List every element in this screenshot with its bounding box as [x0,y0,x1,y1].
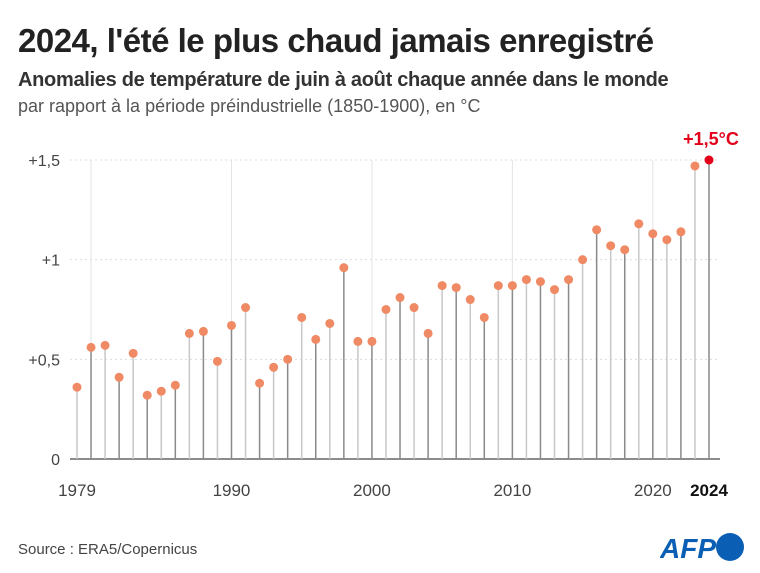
y-tick-label: +1,5 [28,153,60,170]
data-point [156,386,166,396]
data-point [395,293,405,303]
data-point [184,328,194,338]
chart-note: par rapport à la période préindustrielle… [18,96,481,116]
y-tick-label: +1 [42,253,60,270]
data-point [662,235,672,245]
data-point [114,372,124,382]
data-point [676,227,686,237]
data-point [690,161,700,171]
data-point [423,328,433,338]
data-point [451,283,461,293]
data-point [128,348,138,358]
data-point [255,378,265,388]
data-point [297,312,307,322]
svg-text:AFP: AFP [660,533,716,564]
data-point [578,255,588,265]
y-tick-label: +0,5 [28,352,60,369]
data-point [648,229,658,239]
x-tick-label: 2024 [690,481,728,500]
x-tick-label: 2020 [634,481,672,500]
annotation-label: +1,5°C [683,129,739,149]
chart-subtitle: Anomalies de température de juin à août … [18,69,669,91]
data-point [339,263,349,273]
data-point [226,320,236,330]
data-point [535,277,545,287]
data-point [72,382,82,392]
data-point [269,362,279,372]
x-tick-label: 1979 [58,481,96,500]
data-point [564,275,574,285]
source: Source : ERA5/Copernicus [18,541,198,558]
data-point [86,342,96,352]
data-point [521,275,531,285]
data-point [493,281,503,291]
data-point [606,241,616,251]
data-point [437,281,447,291]
data-point [311,334,321,344]
x-tick-label: 2000 [353,481,391,500]
afp-logo: AFP [660,533,744,564]
data-point [325,318,335,328]
data-point [592,225,602,235]
data-point [283,354,293,364]
data-point [170,380,180,390]
chart: 0 +0,5 +1 +1,5 1979 1990 2000 2010 2020 2024 +1,5°… [28,129,739,500]
data-point [353,336,363,346]
data-point [241,303,251,313]
data-point [507,281,517,291]
data-point [620,245,630,255]
y-tick-label: 0 [51,452,60,469]
chart-title: 2024, l'été le plus chaud jamais enregis… [18,22,654,59]
data-point [381,305,391,314]
data-point [212,356,222,366]
data-point [465,295,475,305]
data-point [704,155,714,165]
data-point [198,326,208,336]
x-tick-label: 2010 [493,481,531,500]
data-point [142,390,152,400]
data-point [100,340,110,350]
data-point [409,303,419,313]
data-point [367,336,377,346]
data-point [479,312,489,322]
data-point [550,285,560,295]
x-tick-label: 1990 [213,481,251,500]
data-point [634,219,644,229]
